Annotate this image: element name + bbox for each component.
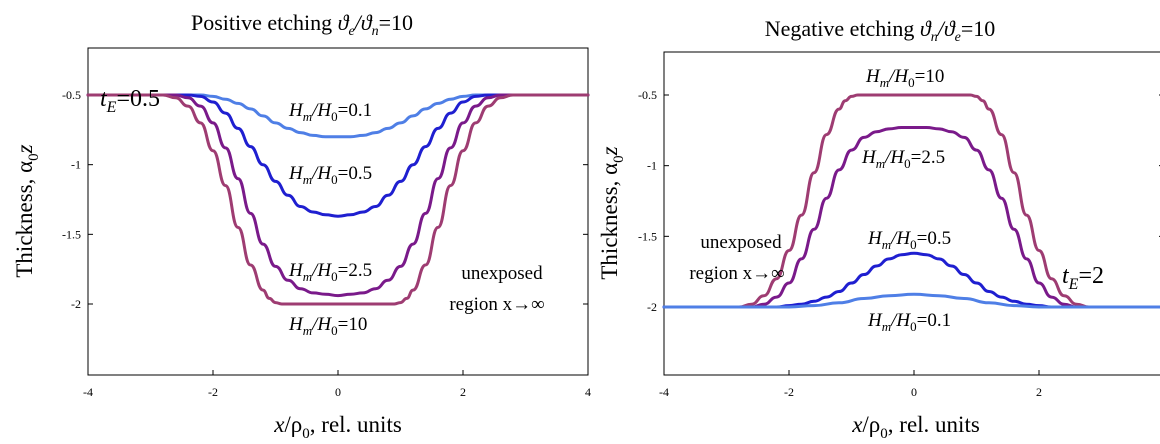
right-series-line-0 [662,93,1160,309]
left-curve-label-01: Hm/H0=0.1 [288,100,372,124]
right-x-tick-label-2: 0 [911,385,917,399]
left-series-line-1 [86,93,590,218]
left-x-axis-label: x/ρ0, rel. units [273,412,402,442]
left-x-tick-label-4: 4 [585,385,591,399]
left-series-line-2 [86,93,590,298]
left-axis-ticks: -0.5 -1 -1.5 -2 -4 -2 0 2 4 [62,88,591,399]
right-x-axis-label: x/ρ0, rel. units [851,412,980,442]
left-y-tick-label-3: -2 [71,297,81,311]
right-chart-title: Negative etching ϑn/ϑe=10 [765,16,996,45]
left-curve-label-10: Hm/H0=10 [288,314,367,338]
right-panel: Negative etching ϑn/ϑe=10 -0.5 -1 -1.5 -2 -4… [597,16,1160,442]
left-region-label-line2: region x→∞ [449,294,544,315]
right-series-line-1 [662,126,1160,309]
right-series-line-3 [662,292,1160,309]
left-x-tick-label-3: 2 [460,385,466,399]
left-time-label: tE=0.5 [100,86,160,116]
left-x-tick-label-2: 0 [335,385,341,399]
right-region-label-line1: unexposed [700,232,782,253]
right-x-tick-label-0: -4 [659,385,669,399]
right-x-tick-label-1: -2 [784,385,794,399]
right-series-group [662,93,1160,309]
right-x-tick-label-3: 2 [1036,385,1042,399]
right-curve-label-25: Hm/H0=2.5 [861,147,945,171]
right-y-tick-label-2: -1.5 [638,229,657,243]
right-time-label: tE=2 [1062,263,1104,293]
left-curve-label-05: Hm/H0=0.5 [288,163,372,187]
left-y-tick-label-0: -0.5 [62,88,81,102]
left-y-tick-label-2: -1.5 [62,227,81,241]
right-series-line-2 [662,251,1160,309]
left-y-axis-label: Thickness, α0z [12,144,42,277]
right-y-tick-label-3: -2 [647,300,657,314]
right-curve-label-05: Hm/H0=0.5 [867,228,951,252]
right-y-axis-label: Thickness, α0z [597,146,627,279]
left-y-tick-label-1: -1 [71,158,81,172]
left-series-group [86,93,590,306]
right-curve-label-10: Hm/H0=10 [865,66,944,90]
right-curve-label-01: Hm/H0=0.1 [867,310,951,334]
right-y-tick-label-0: -0.5 [638,88,657,102]
left-chart-title: Positive etching ϑe/ϑn=10 [191,10,413,39]
left-region-label-line1: unexposed [461,263,543,284]
left-x-tick-label-1: -2 [208,385,218,399]
left-series-line-0 [86,93,590,139]
right-region-label-line2: region x→∞ [689,263,784,284]
right-y-tick-label-1: -1 [647,159,657,173]
left-panel: Positive etching ϑe/ϑn=10 -0.5 -1 -1.5 -2 -4… [12,10,591,442]
left-series-line-3 [86,93,590,306]
left-curve-label-25: Hm/H0=2.5 [288,260,372,284]
left-x-tick-label-0: -4 [83,385,93,399]
